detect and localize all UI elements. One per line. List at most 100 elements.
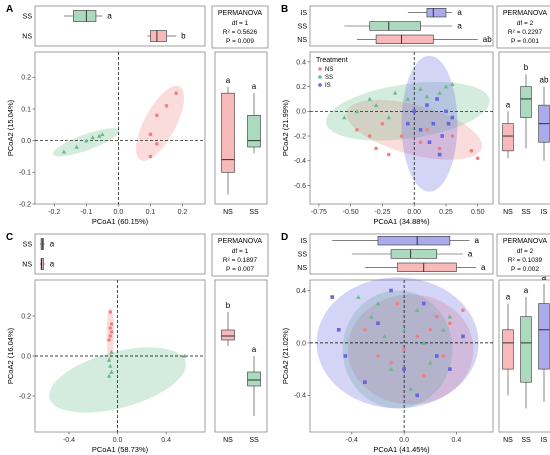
x-tick-label: -0.4 (346, 437, 358, 444)
data-point-is (363, 380, 367, 385)
boxplot-group-label: SS (298, 24, 308, 31)
data-point-ns (367, 134, 372, 138)
data-point-ss (96, 133, 102, 138)
data-point-ns (148, 154, 153, 159)
data-point-ns (418, 140, 423, 145)
confidence-ellipse-ns (106, 308, 114, 360)
boxplot-group-label: SS (521, 437, 531, 444)
data-point-ss (441, 327, 446, 332)
boxplot-frame (34, 233, 206, 275)
data-point-ss (84, 138, 89, 143)
data-point-is (406, 121, 410, 126)
boxplot-box-is (426, 8, 447, 18)
legend-entry: NS (325, 67, 333, 73)
data-point-ss (414, 307, 420, 312)
data-point-is (415, 393, 419, 398)
main-scatter-plot: -0.4 0.0 0.4 -0.4 0.0 0.4 PCoA1 (41.45%) PCoA2 … (281, 277, 494, 454)
panel-label: A (6, 4, 13, 15)
data-point-is (427, 140, 432, 145)
confidence-ellipse-ns (136, 85, 185, 161)
data-point-ns (389, 360, 393, 365)
boxplot-box-ss (520, 86, 532, 118)
permanova-box: PERMANOVA df = 1 R² = 0.1897 P = 0.007 (211, 233, 269, 277)
significance-letter: ab (483, 35, 492, 44)
data-point-ns (441, 354, 446, 358)
y-tick-label: 0.0 (21, 353, 31, 360)
data-point-ss (375, 301, 381, 306)
permanova-r2: R² = 0.5626 (223, 29, 258, 36)
data-point-ss (369, 314, 374, 319)
data-point-ns (469, 149, 474, 153)
data-point-ns (434, 314, 439, 319)
x-tick-label: 0.00 (407, 209, 421, 216)
significance-letter: a (468, 250, 473, 259)
boxplot-box-ss (73, 10, 97, 22)
y-tick-label: 0.0 (296, 340, 306, 347)
data-point-ss (106, 357, 112, 362)
panel-label: D (281, 232, 288, 243)
permanova-title: PERMANOVA (218, 10, 263, 17)
permanova-p: P = 0.001 (511, 38, 539, 45)
data-point-ns (421, 373, 426, 378)
legend-swatch (318, 75, 322, 79)
boxplot-box-ss (369, 21, 421, 31)
x-tick-label: 0.25 (439, 209, 453, 216)
panel-a: A -0.2 -0.1 0.0 0.1 0.2 -0.2 -0.1 0.0 0.1 0.2 PCoA1… (6, 4, 269, 226)
main-scatter-plot: -0.2 -0.1 0.0 0.1 0.2 -0.2 -0.1 0.0 0.1 0.2 PCoA1 … (6, 51, 206, 226)
significance-letter: a (50, 260, 55, 269)
data-point-is (330, 295, 335, 299)
significance-letter: a (252, 345, 257, 354)
data-point-ns (107, 338, 111, 342)
legend-entry: SS (325, 75, 333, 81)
data-point-ss (424, 94, 430, 99)
data-point-is (435, 97, 439, 101)
x-tick-label: -0.75 (311, 209, 327, 216)
x-tick-label: -0.2 (48, 209, 60, 216)
data-point-ss (408, 386, 413, 391)
y-axis-label: PCoA2 (21.99%) (281, 99, 290, 156)
permanova-r2: R² = 0.2297 (508, 29, 543, 36)
permanova-box: PERMANOVA df = 1 R² = 0.5626 P = 0.009 (211, 5, 269, 49)
y-tick-label: -0.2 (19, 393, 31, 400)
boxplot-box-ns (150, 30, 167, 42)
legend-swatch (318, 83, 322, 87)
permanova-box: PERMANOVA df = 2 R² = 0.1039 P = 0.002 (496, 233, 550, 277)
significance-letter: a (481, 263, 486, 272)
boxplot-box-ns (375, 34, 434, 44)
right-boxplot: NS b SS a (214, 279, 268, 444)
data-point-is (461, 334, 465, 339)
y-tick-label: 0.0 (21, 138, 31, 145)
data-point-ns (428, 327, 433, 332)
significance-letter: a (107, 12, 112, 21)
data-point-is (446, 121, 451, 126)
y-tick-label: 0.0 (296, 109, 306, 116)
data-point-is (437, 152, 442, 157)
permanova-frame (211, 233, 269, 277)
permanova-df: df = 1 (232, 248, 249, 255)
boxplot-group-label: IS (541, 209, 548, 216)
data-point-ns (164, 104, 169, 108)
y-tick-label: 0.4 (296, 59, 306, 66)
data-point-ss (100, 132, 105, 137)
permanova-frame (496, 233, 550, 277)
boxplot-group-label: NS (223, 209, 233, 216)
legend-entry: IS (325, 83, 331, 89)
data-point-is (425, 103, 429, 107)
data-point-ns (109, 330, 114, 334)
data-point-ss (401, 327, 407, 332)
data-point-ss (373, 102, 379, 107)
x-tick-label: 0.0 (114, 209, 124, 216)
boxplot-box-ns (221, 329, 235, 341)
data-point-is (402, 367, 406, 371)
data-point-ss (447, 314, 453, 319)
data-point-ns (386, 152, 391, 157)
plot-frame (309, 279, 494, 433)
panel-b: B -0.75 -0.50 -0.25 0.00 0.25 0.50 -0.6 -0.4 -0.2… (281, 4, 550, 226)
y-tick-label: -0.2 (294, 133, 306, 140)
significance-letter: a (457, 22, 462, 31)
x-tick-label: 0.0 (113, 437, 123, 444)
data-point-is (450, 115, 455, 120)
boxplot-group-label: NS (223, 437, 233, 444)
data-point-ns (148, 132, 153, 137)
boxplot-box-ns (221, 92, 235, 173)
